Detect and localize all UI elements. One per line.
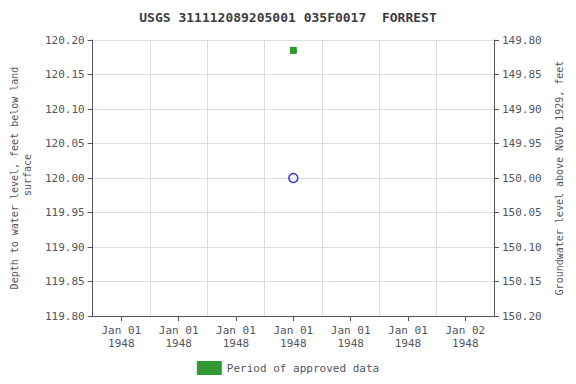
svg-text:1948: 1948 xyxy=(280,337,307,350)
svg-text:1948: 1948 xyxy=(452,337,479,350)
svg-text:120.00: 120.00 xyxy=(45,172,85,185)
svg-text:120.20: 120.20 xyxy=(45,34,85,47)
svg-text:120.10: 120.10 xyxy=(45,103,85,116)
svg-text:1948: 1948 xyxy=(165,337,192,350)
svg-text:1948: 1948 xyxy=(337,337,364,350)
svg-text:120.05: 120.05 xyxy=(45,137,85,150)
svg-text:119.95: 119.95 xyxy=(45,206,85,219)
svg-text:120.15: 120.15 xyxy=(45,68,85,81)
svg-text:1948: 1948 xyxy=(395,337,422,350)
svg-text:150.10: 150.10 xyxy=(502,241,542,254)
svg-text:1948: 1948 xyxy=(223,337,250,350)
svg-text:Jan 01: Jan 01 xyxy=(159,324,199,337)
svg-text:USGS 311112089205001 035F0017: USGS 311112089205001 035F0017 FORREST xyxy=(139,10,437,25)
svg-text:149.90: 149.90 xyxy=(502,103,542,116)
svg-text:150.00: 150.00 xyxy=(502,172,542,185)
svg-text:Jan 01: Jan 01 xyxy=(331,324,371,337)
svg-text:surface: surface xyxy=(22,154,33,202)
svg-text:Jan 02: Jan 02 xyxy=(445,324,485,337)
svg-text:Jan 01: Jan 01 xyxy=(388,324,428,337)
svg-text:149.85: 149.85 xyxy=(502,68,542,81)
svg-text:150.15: 150.15 xyxy=(502,275,542,288)
svg-text:1948: 1948 xyxy=(108,337,134,350)
svg-text:119.90: 119.90 xyxy=(45,241,85,254)
svg-text:149.95: 149.95 xyxy=(502,137,542,150)
svg-text:Depth to water level, feet bel: Depth to water level, feet below land xyxy=(9,67,20,290)
svg-text:119.85: 119.85 xyxy=(45,275,85,288)
svg-text:150.20: 150.20 xyxy=(502,310,542,323)
svg-text:Jan 01: Jan 01 xyxy=(216,324,256,337)
svg-text:Groundwater level above NGVD 1: Groundwater level above NGVD 1929, feet xyxy=(554,61,565,296)
svg-text:149.80: 149.80 xyxy=(502,34,542,47)
svg-text:Jan 01: Jan 01 xyxy=(101,324,141,337)
svg-text:119.80: 119.80 xyxy=(45,310,85,323)
svg-text:Period of approved data: Period of approved data xyxy=(227,362,379,375)
svg-text:Jan 01: Jan 01 xyxy=(273,324,313,337)
svg-text:150.05: 150.05 xyxy=(502,206,542,219)
